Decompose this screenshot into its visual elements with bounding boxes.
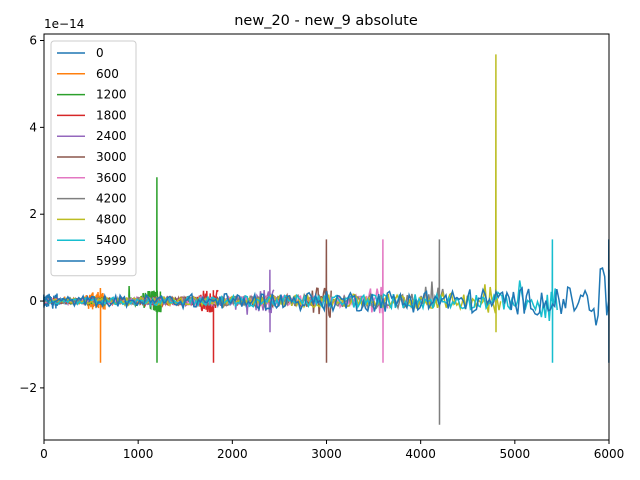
series-line-5400 bbox=[43, 239, 558, 363]
y-tick-label: 2 bbox=[29, 207, 37, 221]
chart-title: new_20 - new_9 absolute bbox=[234, 13, 418, 29]
legend-label: 3000 bbox=[96, 150, 127, 164]
y-tick-label: 0 bbox=[29, 294, 37, 308]
y-tick-label: −2 bbox=[19, 381, 37, 395]
legend-label: 0 bbox=[96, 46, 104, 60]
legend-label: 5400 bbox=[96, 233, 127, 247]
x-tick-label: 6000 bbox=[594, 447, 625, 461]
legend-label: 1200 bbox=[96, 88, 127, 102]
legend-label: 1800 bbox=[96, 108, 127, 122]
x-tick-label: 1000 bbox=[123, 447, 154, 461]
series-group bbox=[42, 54, 610, 425]
legend-box bbox=[50, 40, 137, 277]
legend: 0 600 1200 1800 2400 3000 3600 4200 4800 5400 5999 bbox=[50, 40, 137, 277]
x-tick-label: 5000 bbox=[500, 447, 531, 461]
legend-label: 600 bbox=[96, 67, 119, 81]
x-axis: 0 1000 2000 3000 4000 5000 6000 bbox=[40, 440, 624, 461]
x-tick-label: 3000 bbox=[311, 447, 342, 461]
legend-label: 2400 bbox=[96, 129, 127, 143]
x-tick-label: 0 bbox=[40, 447, 48, 461]
x-tick-label: 4000 bbox=[405, 447, 436, 461]
legend-label: 5999 bbox=[96, 254, 127, 268]
series-line-5999 bbox=[43, 239, 610, 363]
plot-area bbox=[42, 33, 610, 441]
x-tick-label: 2000 bbox=[217, 447, 248, 461]
y-axis: −2 0 2 4 6 bbox=[19, 34, 44, 395]
legend-label: 4800 bbox=[96, 212, 127, 226]
y-tick-label: 4 bbox=[29, 120, 37, 134]
legend-label: 3600 bbox=[96, 171, 127, 185]
y-offset-label: 1e−14 bbox=[44, 17, 84, 31]
legend-label: 4200 bbox=[96, 192, 127, 206]
axes-background bbox=[44, 34, 609, 440]
y-tick-label: 6 bbox=[29, 34, 37, 48]
